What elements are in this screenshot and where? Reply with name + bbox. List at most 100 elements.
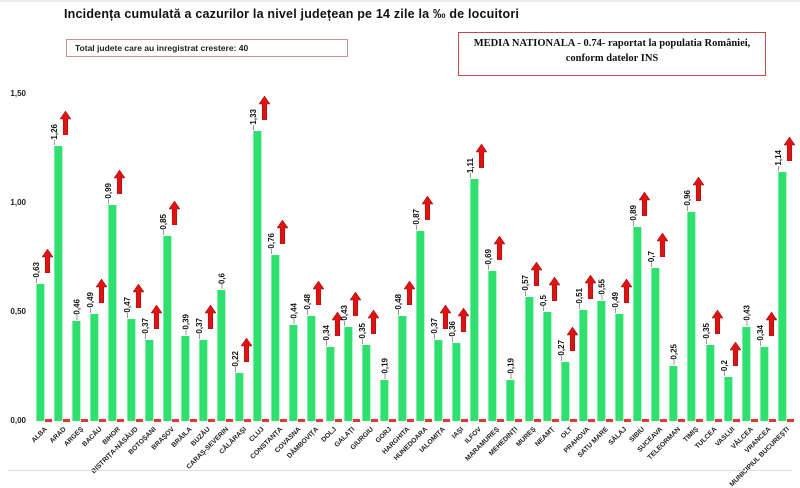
value-label-column: 0,49 — [86, 292, 95, 313]
increase-arrow-icon — [313, 281, 325, 305]
bar-group: 0,19 — [376, 94, 396, 422]
base-tick — [81, 419, 89, 422]
base-tick — [117, 419, 125, 422]
county-label-slot: ALBA — [30, 422, 50, 474]
bar-annotation: 0,19 — [507, 358, 516, 379]
national-average-line2: conform datelor INS — [565, 52, 659, 64]
base-tick — [244, 419, 252, 422]
bar-group: 0,44 — [285, 94, 306, 422]
value-label-column: 1,26 — [50, 124, 59, 145]
value-label-column: 1,14 — [774, 150, 783, 171]
increase-arrow-icon — [168, 201, 180, 225]
value-label-column: 0,46 — [73, 299, 82, 320]
increase-arrow-icon — [566, 327, 578, 351]
base-tick — [750, 419, 758, 422]
increase-arrow-icon — [639, 192, 651, 216]
value-label-column: 0,7 — [647, 251, 656, 267]
bar — [235, 373, 244, 421]
value-label-column: 0,37 — [430, 318, 439, 339]
value-label: 0,48 — [303, 294, 313, 310]
value-label: 0,7 — [647, 250, 657, 262]
bar-group: 0,46 — [68, 94, 89, 422]
leader-line — [162, 230, 164, 235]
bar — [307, 316, 316, 421]
county-label-slot: DÂMBOVIȚA — [286, 422, 321, 474]
bar — [561, 362, 570, 421]
bar-group: 0,19 — [502, 94, 523, 422]
value-label-column: 0,37 — [141, 318, 150, 339]
bar-group: 0,49 — [611, 94, 633, 422]
leader-line — [746, 321, 748, 326]
value-label-column: 0,63 — [32, 262, 41, 283]
base-tick — [786, 419, 794, 422]
bar-annotation: 0,25 — [670, 344, 679, 365]
bar-group: 0,37 — [194, 94, 216, 422]
base-tick — [316, 419, 324, 422]
bar-group: 0,37 — [430, 94, 452, 422]
value-label-column: 0,36 — [448, 321, 457, 342]
leader-line — [687, 206, 689, 211]
value-label-column: 0,34 — [756, 325, 765, 346]
bar-annotation: 0,99 — [104, 170, 126, 204]
leader-line — [384, 374, 386, 379]
bar-annotation: 1,11 — [466, 144, 488, 178]
increase-arrow-icon — [150, 305, 162, 329]
value-label: 0,27 — [556, 340, 566, 356]
bar — [362, 345, 371, 421]
bar — [108, 205, 117, 421]
base-tick — [135, 419, 143, 422]
increase-arrow-icon — [657, 233, 669, 257]
county-label: IAȘI — [450, 426, 466, 441]
bar-annotation: 0,43 — [340, 292, 361, 326]
bar — [217, 290, 226, 421]
increase-arrow-icon — [367, 310, 379, 334]
value-label: 0,19 — [380, 358, 390, 374]
bar-group: 0,37 — [141, 94, 162, 422]
base-tick — [642, 419, 650, 422]
bar-group: 0,5 — [539, 94, 560, 422]
increase-arrow-icon — [241, 338, 253, 362]
base-tick — [768, 419, 776, 422]
bar-group: 0,76 — [267, 94, 289, 422]
y-axis-tick: 0,00 — [10, 416, 26, 425]
bar — [36, 284, 45, 421]
value-label-column: 0,22 — [231, 351, 240, 372]
bar-annotation: 0,35 — [702, 310, 723, 344]
value-label-column: 0,35 — [358, 323, 367, 344]
value-label: 1,11 — [466, 157, 476, 173]
value-label-column: 0,55 — [597, 279, 606, 300]
leader-line — [397, 310, 399, 315]
bar-group: 1,33 — [249, 94, 271, 422]
leader-line — [601, 295, 603, 300]
leader-line — [434, 334, 436, 339]
bar-group: 0,63 — [32, 94, 54, 422]
y-axis-tick: 0,50 — [10, 307, 26, 316]
bar — [54, 146, 63, 421]
leader-line — [705, 339, 707, 344]
bar-annotation: 0,27 — [557, 327, 578, 361]
leader-line — [198, 334, 200, 339]
leader-line — [510, 374, 512, 379]
value-label-column: 0,85 — [159, 214, 168, 235]
bar-plot-area: 0,63 1,26 0,46 0,49 0,99 0,47 0,37 0,85 0,39 0,37… — [32, 94, 795, 422]
bar-group: 0,7 — [647, 94, 669, 422]
bar-annotation: 0,34 — [756, 312, 777, 346]
leader-line — [578, 304, 580, 309]
value-label-column: 0,6 — [217, 273, 226, 289]
value-label: 0,87 — [412, 209, 422, 225]
value-label-column: 0,25 — [670, 344, 679, 365]
bar-group: 0,57 — [521, 94, 542, 422]
leader-line — [723, 371, 725, 376]
value-label-column: 1,11 — [466, 158, 475, 178]
county-label-slot: CĂLĂRAȘI — [218, 422, 249, 474]
value-label-column: 0,44 — [290, 303, 299, 324]
bar-group: 0,22 — [231, 94, 253, 422]
county-label: ALBA — [30, 426, 49, 445]
leader-line — [759, 341, 761, 346]
leader-line — [615, 308, 617, 313]
leader-line — [221, 284, 223, 289]
value-label-column: 0,69 — [484, 249, 493, 270]
bar — [742, 327, 751, 421]
increase-arrow-icon — [458, 308, 470, 332]
value-label: 0,37 — [194, 318, 204, 334]
